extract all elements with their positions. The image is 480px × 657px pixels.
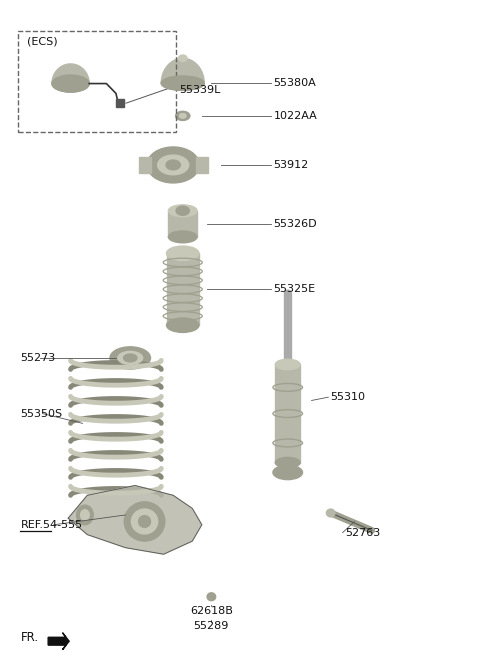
Ellipse shape	[276, 359, 300, 370]
Bar	[167, 253, 199, 325]
Polygon shape	[68, 486, 202, 555]
Ellipse shape	[52, 75, 89, 92]
Bar	[196, 157, 207, 173]
Ellipse shape	[161, 76, 204, 91]
Ellipse shape	[176, 111, 190, 120]
Text: 52763: 52763	[345, 528, 380, 537]
Ellipse shape	[147, 147, 199, 183]
Ellipse shape	[167, 246, 199, 260]
Ellipse shape	[168, 231, 197, 243]
Ellipse shape	[76, 505, 93, 525]
Ellipse shape	[110, 347, 151, 369]
Polygon shape	[161, 58, 204, 83]
Ellipse shape	[118, 351, 143, 365]
Ellipse shape	[124, 502, 165, 541]
Text: 62618B: 62618B	[190, 606, 233, 616]
Ellipse shape	[81, 510, 89, 520]
Ellipse shape	[52, 75, 89, 92]
Ellipse shape	[284, 290, 291, 295]
Polygon shape	[52, 64, 89, 83]
Ellipse shape	[168, 205, 197, 217]
Text: 55310: 55310	[331, 392, 366, 402]
Bar	[276, 365, 300, 463]
Ellipse shape	[166, 160, 180, 170]
Text: FR.: FR.	[21, 631, 38, 644]
Text: 55273: 55273	[21, 353, 56, 363]
Text: 55339L: 55339L	[180, 85, 221, 95]
Bar	[168, 211, 197, 237]
Ellipse shape	[161, 76, 204, 91]
Ellipse shape	[139, 516, 151, 528]
Ellipse shape	[176, 206, 190, 215]
Ellipse shape	[180, 114, 186, 118]
Text: (ECS): (ECS)	[27, 36, 57, 46]
Text: 55380A: 55380A	[274, 78, 316, 88]
Ellipse shape	[167, 318, 199, 332]
Text: REF.54-555: REF.54-555	[21, 520, 83, 530]
Ellipse shape	[132, 509, 157, 534]
Text: 1022AA: 1022AA	[274, 111, 317, 121]
Ellipse shape	[326, 509, 335, 517]
Bar	[116, 99, 123, 107]
Text: 55350S: 55350S	[21, 409, 62, 419]
Bar	[139, 157, 151, 173]
Text: 55289: 55289	[193, 620, 229, 631]
Text: 55326D: 55326D	[274, 219, 317, 229]
Text: 55325E: 55325E	[274, 284, 315, 294]
Ellipse shape	[273, 465, 302, 480]
Bar	[284, 292, 291, 368]
Ellipse shape	[276, 457, 300, 468]
Text: 53912: 53912	[274, 160, 309, 170]
Polygon shape	[48, 633, 69, 650]
Ellipse shape	[207, 593, 216, 600]
Ellipse shape	[179, 55, 187, 62]
Ellipse shape	[157, 155, 189, 175]
Ellipse shape	[123, 354, 137, 362]
